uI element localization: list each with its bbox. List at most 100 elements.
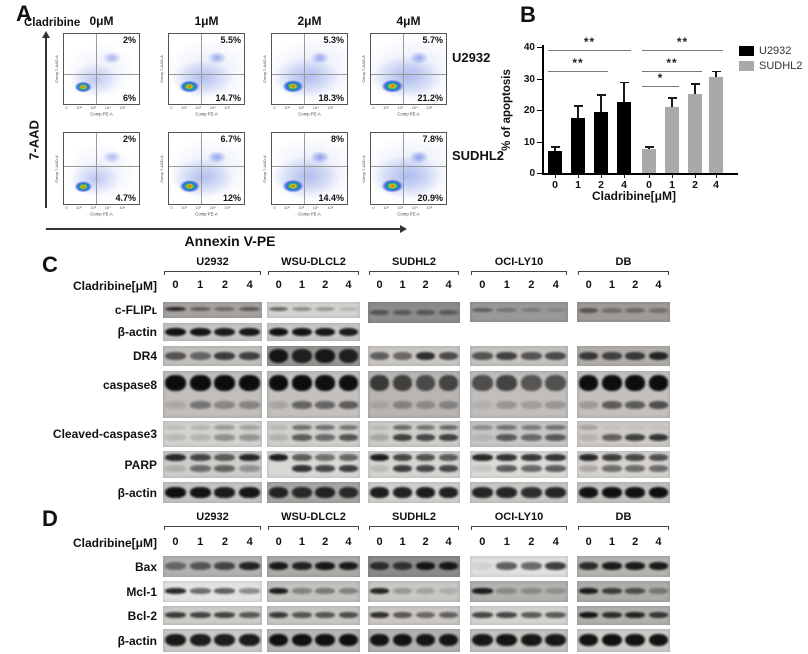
- blot-band: [214, 306, 236, 312]
- significance-label: *: [657, 71, 664, 86]
- blot-actin-wsu-dlcl2: [267, 629, 360, 652]
- significance-bracket: [642, 50, 723, 52]
- blot-dr4-oci-ly10: [470, 346, 568, 366]
- blot-band: [189, 453, 211, 461]
- blot-band: [520, 464, 542, 472]
- blot-band: [164, 306, 186, 312]
- x-tick-label: 4: [621, 179, 627, 191]
- flow-x-tick: 10²: [76, 206, 82, 211]
- lane-dose-label: 2: [528, 536, 535, 548]
- flow-y-axis-mini-label: Comp 7-AAD-A: [159, 154, 165, 183]
- quadrant-hline: [64, 166, 139, 168]
- blot-band: [545, 434, 567, 441]
- cell-line-bracket: [369, 526, 459, 530]
- flow-x-tick: 10⁴: [312, 206, 319, 211]
- cell-line-header-sudhl2: SUDHL2: [391, 256, 437, 268]
- blot-band: [164, 612, 186, 619]
- lane-dose-label: 2: [632, 279, 639, 291]
- bar-u2932-1: [571, 117, 585, 173]
- cell-line-header-u2932: U2932: [196, 256, 229, 268]
- bar-u2932-2: [594, 111, 608, 173]
- blot-band: [164, 351, 186, 360]
- quadrant-lower-right-pct: 21.2%: [417, 93, 443, 103]
- blot-band: [496, 425, 518, 431]
- blot-band: [578, 434, 599, 441]
- quadrant-vline: [201, 34, 203, 104]
- quadrant-vline: [403, 133, 405, 204]
- blot-caspase8-u2932: [163, 371, 262, 418]
- blot-band: [239, 374, 260, 391]
- blot-band: [578, 453, 599, 461]
- blot-bcl-2-sudhl2: [368, 606, 460, 625]
- blot-band: [602, 434, 622, 441]
- cell-line-bracket: [164, 526, 261, 530]
- blot-band: [471, 612, 493, 619]
- flow-x-axis-mini-label: Comp PE-A: [195, 112, 218, 118]
- lane-dose-label: 2: [422, 536, 429, 548]
- flow-x-tick: 10⁵: [327, 106, 334, 111]
- blot-band: [496, 308, 518, 313]
- blot-band: [369, 309, 390, 315]
- flow-x-tick: 0: [170, 106, 173, 111]
- blot-band: [292, 562, 312, 571]
- blot-band: [214, 486, 236, 498]
- panel-c-label: C: [42, 252, 58, 277]
- flow-x-tick: 10⁴: [104, 206, 111, 211]
- blot-band: [415, 453, 436, 461]
- legend-swatch-sudhl2: [739, 61, 754, 71]
- blot-band: [189, 562, 211, 571]
- lane-dose-label: 0: [376, 279, 383, 291]
- blot-band: [164, 374, 186, 391]
- flow-x-ticks: 0 10² 10³ 10⁴ 10⁵: [370, 106, 435, 111]
- blot-band: [292, 588, 312, 594]
- blot-actin-sudhl2: [368, 629, 460, 652]
- blot-band: [415, 612, 436, 619]
- quadrant-vline: [304, 133, 306, 204]
- flow-x-tick: 10²: [284, 106, 290, 111]
- blot-band: [578, 401, 599, 409]
- lane-dose-label: 1: [503, 279, 510, 291]
- quadrant-upper-right-pct: 2%: [122, 134, 136, 144]
- x-tick-mark: [648, 174, 650, 178]
- blot-band: [648, 464, 669, 472]
- blot-band: [315, 306, 335, 312]
- blot-band: [292, 306, 312, 312]
- blot-band: [471, 401, 493, 409]
- flow-y-axis-mini-label: Comp 7-AAD-A: [159, 55, 165, 83]
- blot-cleaved-caspase3-u2932: [163, 421, 262, 447]
- blot-band: [545, 633, 567, 647]
- blot-band: [602, 351, 622, 360]
- flow-y-axis-mini-label: Comp 7-AAD-A: [262, 154, 268, 183]
- blot-band: [268, 425, 289, 431]
- blot-band: [471, 562, 493, 571]
- protein-label-cleaved-caspase3: Cleaved-caspase3: [52, 427, 157, 441]
- protein-label-bcl-2: Bcl-2: [127, 608, 157, 623]
- blot-band: [392, 453, 413, 461]
- bar-sudhl2-1: [665, 106, 679, 173]
- flow-x-tick: 0: [372, 106, 375, 111]
- blot-band: [545, 486, 567, 498]
- cell-line-header-sudhl2: SUDHL2: [391, 511, 437, 523]
- blot-mcl-1-u2932: [163, 581, 262, 602]
- blot-band: [315, 486, 335, 498]
- blot-band: [602, 562, 622, 571]
- dose-header-2-m: 2μM: [297, 14, 322, 28]
- blot-band: [520, 633, 542, 647]
- blot-band: [214, 327, 236, 336]
- blot-band: [545, 401, 567, 409]
- blot-band: [496, 588, 518, 594]
- quadrant-vline: [304, 34, 306, 104]
- quadrant-vline: [96, 133, 98, 204]
- blot-band: [239, 401, 260, 409]
- blot-band: [338, 306, 359, 312]
- y-axis-line: [542, 45, 544, 174]
- blot-band: [520, 351, 542, 360]
- flow-x-tick: 0: [372, 206, 375, 211]
- error-bar-cap: [596, 94, 606, 96]
- blot-band: [648, 434, 669, 441]
- blot-band: [369, 425, 390, 431]
- blot-band: [315, 633, 335, 647]
- protein-label-parp: PARP: [124, 457, 157, 472]
- blot-cleaved-caspase3-oci-ly10: [470, 421, 568, 447]
- blot-band: [438, 633, 459, 647]
